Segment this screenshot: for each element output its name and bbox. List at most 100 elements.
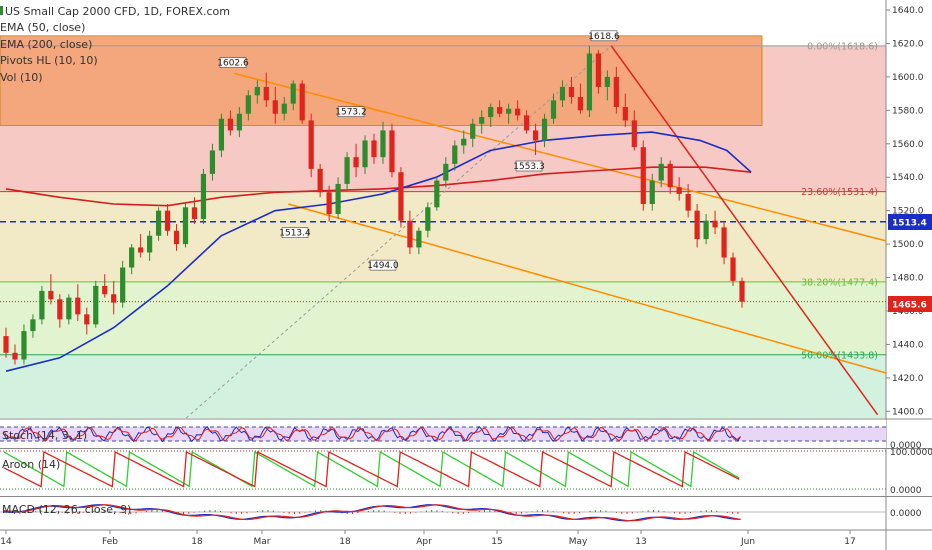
indicator-volume[interactable]: Vol (10) [0, 71, 43, 84]
current-price-tag: 1465.6 [892, 301, 927, 311]
candle [613, 66, 619, 114]
candle [12, 344, 18, 365]
candle-body [353, 157, 359, 168]
fib-band-50 [0, 354, 886, 418]
candle-body [335, 183, 341, 215]
chart-title: US Small Cap 2000 CFD, 1D, FOREX.com [5, 5, 230, 18]
candle-body [568, 86, 575, 97]
candle-body [425, 207, 431, 231]
candle [721, 220, 727, 265]
candle-body [209, 150, 216, 174]
y-tick-label: 1500.0 [892, 240, 924, 250]
overlay-lines [0, 45, 886, 419]
aroon-up-line [3, 450, 740, 488]
candle [730, 252, 736, 286]
candle [299, 80, 305, 124]
candle-body [488, 107, 494, 118]
candle-body [541, 118, 548, 141]
candle [84, 307, 90, 335]
candle [281, 96, 287, 121]
candle-body [452, 145, 458, 164]
candle-body [39, 290, 45, 320]
candle [147, 230, 153, 261]
candle [470, 118, 476, 148]
fib-label-0: 0.00%(1618.6) [807, 41, 878, 52]
resistance-zone [0, 35, 763, 126]
candle-body [182, 207, 189, 245]
candle-body [595, 53, 601, 87]
candle-body [613, 76, 619, 108]
candle [416, 227, 422, 255]
pivot-label: 1553.3 [513, 162, 545, 172]
pivot-label: 1513.4 [279, 229, 311, 239]
macd-label[interactable]: MACD (12, 26, close, 9) [2, 503, 131, 516]
fib-trend-line [185, 45, 612, 419]
candle [30, 314, 36, 338]
candle [640, 140, 646, 211]
candle [559, 80, 566, 108]
candle-body [649, 180, 655, 204]
fib-label-3: 50.00%(1433.8) [801, 350, 878, 361]
candle-body [622, 107, 628, 121]
candle [622, 93, 628, 128]
candle [111, 280, 117, 315]
x-tick-label: May [569, 537, 588, 547]
pivot-box [281, 227, 309, 239]
stoch-d-line [3, 426, 741, 442]
candle-body [389, 130, 395, 173]
candle-body [245, 95, 251, 114]
fib-label-1: 23.60%(1531.4) [801, 187, 878, 198]
y-tick-label: 1560.0 [892, 140, 924, 150]
candle [586, 45, 593, 118]
candle [353, 143, 359, 178]
candle-body [12, 352, 18, 360]
indicator-pivots[interactable]: Pivots HL (10, 10) [0, 54, 98, 67]
candle [155, 207, 162, 241]
candle [685, 183, 691, 218]
candle-body [685, 193, 691, 211]
candle [66, 294, 72, 325]
downtrend-line [610, 45, 879, 416]
x-tick-label: 18 [191, 537, 203, 547]
y-tick-label: 1520.0 [892, 207, 924, 217]
candle-body [712, 220, 718, 228]
candle-body [191, 207, 198, 220]
stoch-axis-zero: 0.0000 [890, 441, 922, 451]
candle [497, 100, 503, 118]
aroon-axis-zero: 0.0000 [890, 486, 922, 496]
candle [102, 274, 108, 298]
candle [3, 327, 9, 358]
candle [200, 168, 207, 225]
candle [515, 100, 521, 121]
pivot-label: 1602.6 [217, 59, 249, 69]
indicator-ema200[interactable]: EMA (200, close) [0, 38, 92, 51]
candle [371, 133, 377, 164]
candle-body [102, 285, 108, 295]
candle [523, 110, 530, 134]
candle-body [344, 157, 350, 184]
candle [407, 210, 413, 255]
aroon-label[interactable]: Aroon (14) [2, 458, 60, 471]
candle-body [407, 220, 413, 248]
candle [254, 80, 260, 104]
indicator-ema50[interactable]: EMA (50, close) [0, 21, 85, 34]
candle [138, 234, 144, 258]
candle-body [308, 120, 314, 169]
candle [129, 244, 135, 275]
candle [479, 110, 485, 134]
x-tick-label: 17 [844, 537, 855, 547]
pivot-box [590, 30, 618, 42]
candle-body [694, 210, 700, 240]
stoch-label[interactable]: Stoch (14, 3, 1) [2, 429, 87, 442]
candle [568, 76, 575, 104]
candle-body [676, 187, 682, 194]
line-price-tag-bg [888, 214, 932, 230]
candle-body [523, 115, 530, 131]
candle-body [75, 297, 81, 315]
candle [272, 86, 278, 124]
candle-body [236, 113, 242, 131]
macd-signal-line [3, 504, 741, 522]
candle [506, 103, 512, 124]
